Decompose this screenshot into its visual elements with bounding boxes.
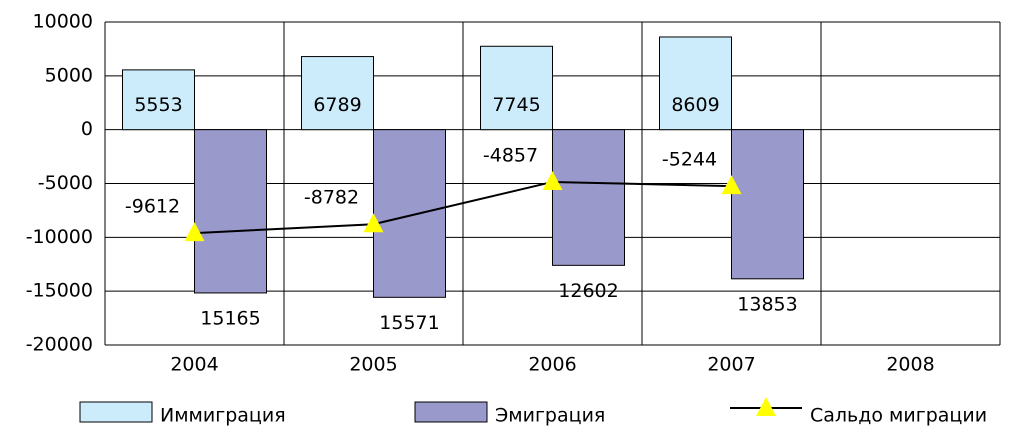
legend-marker [756, 397, 776, 416]
bar [122, 69, 195, 131]
y-tick-label: -5000 [38, 172, 93, 194]
data-label: 15571 [379, 312, 439, 334]
x-tick-label: 2005 [349, 354, 397, 376]
y-tick-label: 10000 [33, 11, 93, 33]
bar [731, 129, 804, 280]
y-tick-label: 0 [81, 118, 93, 140]
data-label: 6789 [313, 94, 361, 116]
data-label: -4857 [483, 144, 538, 166]
x-tick-label: 2008 [886, 354, 934, 376]
x-tick-label: 2007 [707, 354, 755, 376]
bar [480, 45, 553, 131]
bar [552, 129, 625, 266]
data-label: -5244 [662, 149, 717, 171]
marker [542, 170, 563, 190]
data-label: -9612 [125, 196, 180, 218]
x-tick-label: 2006 [528, 354, 576, 376]
data-label: 8609 [671, 94, 719, 116]
legend-label: Иммиграция [160, 405, 286, 427]
bar [194, 129, 267, 294]
data-label: 15165 [200, 307, 260, 329]
data-label: 13853 [737, 293, 797, 315]
bar [373, 129, 446, 298]
legend-label: Эмиграция [495, 405, 605, 427]
y-tick-label: -10000 [26, 226, 93, 248]
y-tick-label: 5000 [45, 64, 93, 86]
y-tick-label: -15000 [26, 280, 93, 302]
legend-label: Сальдо миграции [810, 405, 987, 427]
marker [721, 175, 742, 195]
marker [363, 213, 384, 233]
data-label: 5553 [134, 94, 182, 116]
data-label: -8782 [304, 187, 359, 209]
line [194, 180, 732, 235]
x-tick-label: 2004 [170, 354, 218, 376]
y-tick-label: -20000 [26, 334, 93, 356]
data-label: 7745 [492, 94, 540, 116]
bar [659, 36, 732, 131]
marker [184, 222, 205, 242]
data-label: 12602 [558, 280, 618, 302]
legend-swatch [414, 401, 488, 423]
bar [301, 56, 374, 131]
legend-swatch [79, 401, 153, 423]
